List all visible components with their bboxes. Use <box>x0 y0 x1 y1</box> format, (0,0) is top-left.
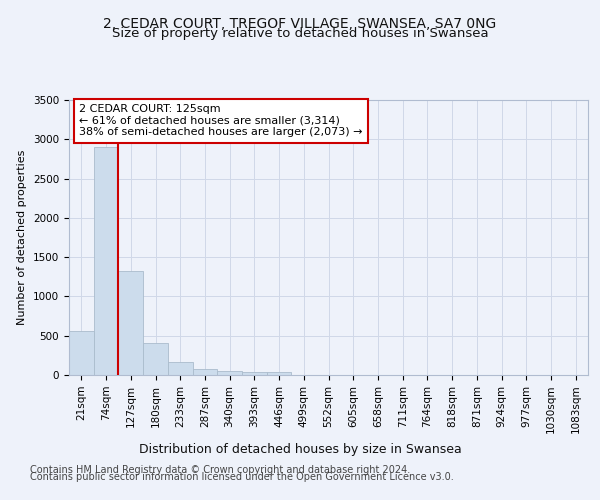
Y-axis label: Number of detached properties: Number of detached properties <box>17 150 28 325</box>
Bar <box>193 368 217 375</box>
Bar <box>118 270 143 375</box>
Text: Size of property relative to detached houses in Swansea: Size of property relative to detached ho… <box>112 28 488 40</box>
Bar <box>242 372 267 375</box>
Bar <box>217 370 242 375</box>
Bar <box>168 362 193 375</box>
Text: 2, CEDAR COURT, TREGOF VILLAGE, SWANSEA, SA7 0NG: 2, CEDAR COURT, TREGOF VILLAGE, SWANSEA,… <box>103 18 497 32</box>
Bar <box>94 147 118 375</box>
Bar <box>69 331 94 375</box>
Text: Distribution of detached houses by size in Swansea: Distribution of detached houses by size … <box>139 442 461 456</box>
Text: Contains HM Land Registry data © Crown copyright and database right 2024.: Contains HM Land Registry data © Crown c… <box>30 465 410 475</box>
Text: Contains public sector information licensed under the Open Government Licence v3: Contains public sector information licen… <box>30 472 454 482</box>
Bar <box>267 372 292 375</box>
Bar <box>143 343 168 375</box>
Text: 2 CEDAR COURT: 125sqm
← 61% of detached houses are smaller (3,314)
38% of semi-d: 2 CEDAR COURT: 125sqm ← 61% of detached … <box>79 104 363 138</box>
